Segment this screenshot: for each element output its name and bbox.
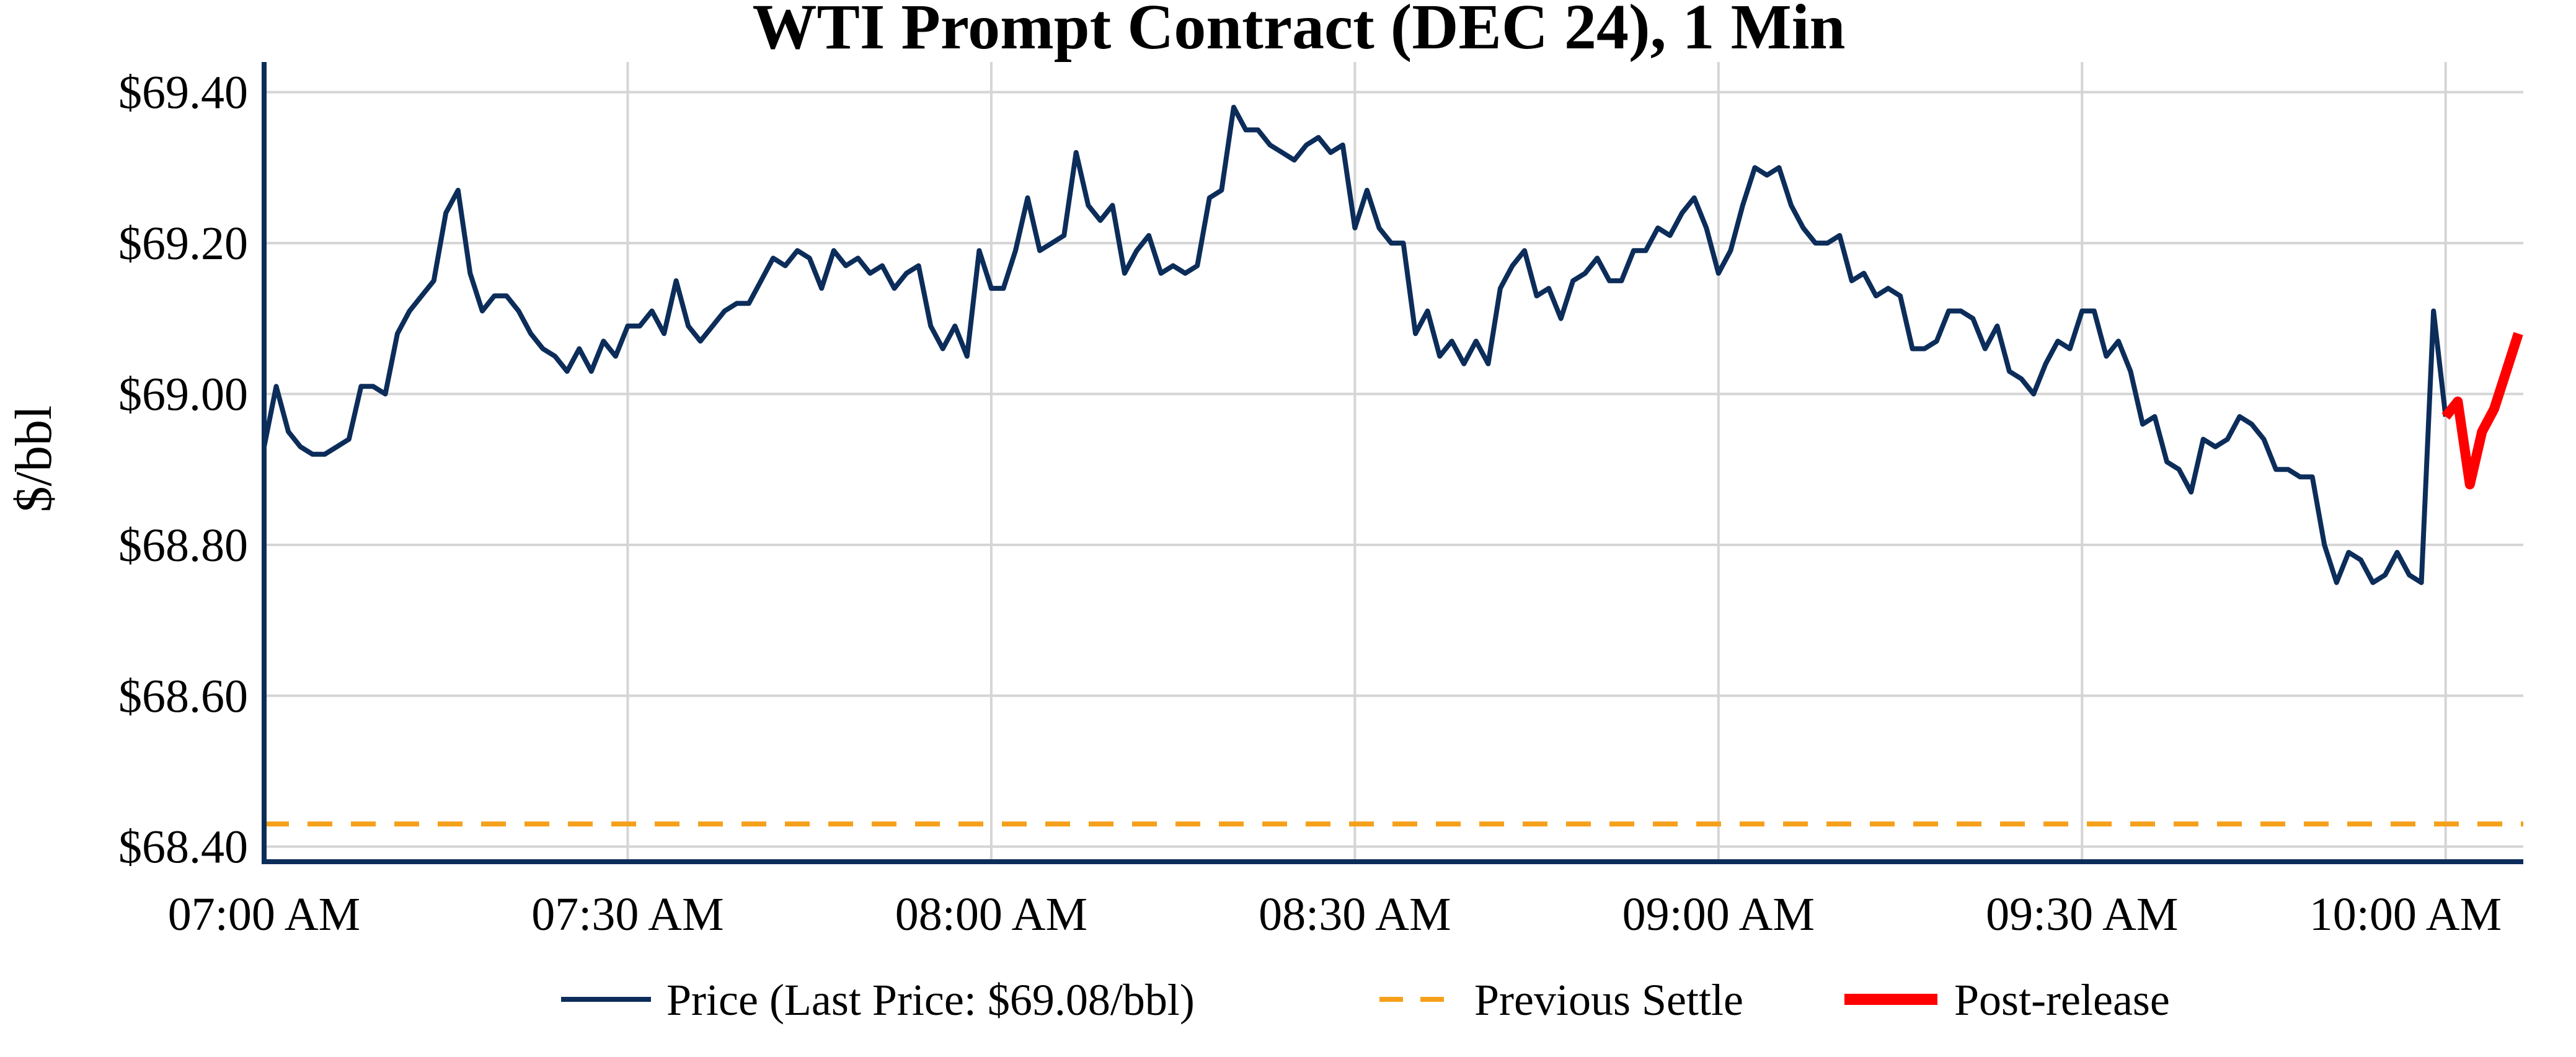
- axes: [262, 62, 2523, 864]
- legend-label-price: Price (Last Price: $69.08/bbl): [666, 975, 1195, 1025]
- legend-label-post-release: Post-release: [1954, 975, 2170, 1025]
- y-tick-label: $68.40: [118, 821, 248, 873]
- x-tick-labels: 07:00 AM 07:30 AM 08:00 AM 08:30 AM 09:00 AM…: [168, 888, 2502, 940]
- x-tick-label: 10:00 AM: [2309, 888, 2502, 940]
- x-tick-label: 07:00 AM: [168, 888, 360, 940]
- x-tick-label: 09:30 AM: [1986, 888, 2178, 940]
- y-tick-labels: $68.40 $68.60 $68.80 $69.00 $69.20 $69.40: [118, 67, 248, 873]
- gridlines: [263, 62, 2523, 862]
- y-tick-label: $69.20: [118, 218, 248, 270]
- x-tick-label: 09:00 AM: [1622, 888, 1815, 940]
- legend-label-settle: Previous Settle: [1474, 975, 1743, 1025]
- x-tick-label: 07:30 AM: [531, 888, 724, 940]
- chart-title: WTI Prompt Contract (DEC 24), 1 Min: [752, 0, 1845, 63]
- x-tick-label: 08:30 AM: [1259, 888, 1451, 940]
- x-tick-label: 08:00 AM: [895, 888, 1087, 940]
- y-tick-label: $68.60: [118, 670, 248, 722]
- price-line: [262, 105, 2448, 585]
- y-tick-label: $68.80: [118, 520, 248, 572]
- post-release-line: [2441, 332, 2523, 490]
- y-axis-label: $/bbl: [5, 405, 63, 513]
- legend: Price (Last Price: $69.08/bbl) Previous …: [561, 975, 2170, 1025]
- y-tick-label: $69.00: [118, 368, 248, 420]
- y-tick-label: $69.40: [118, 67, 248, 119]
- series-group: [262, 105, 2523, 585]
